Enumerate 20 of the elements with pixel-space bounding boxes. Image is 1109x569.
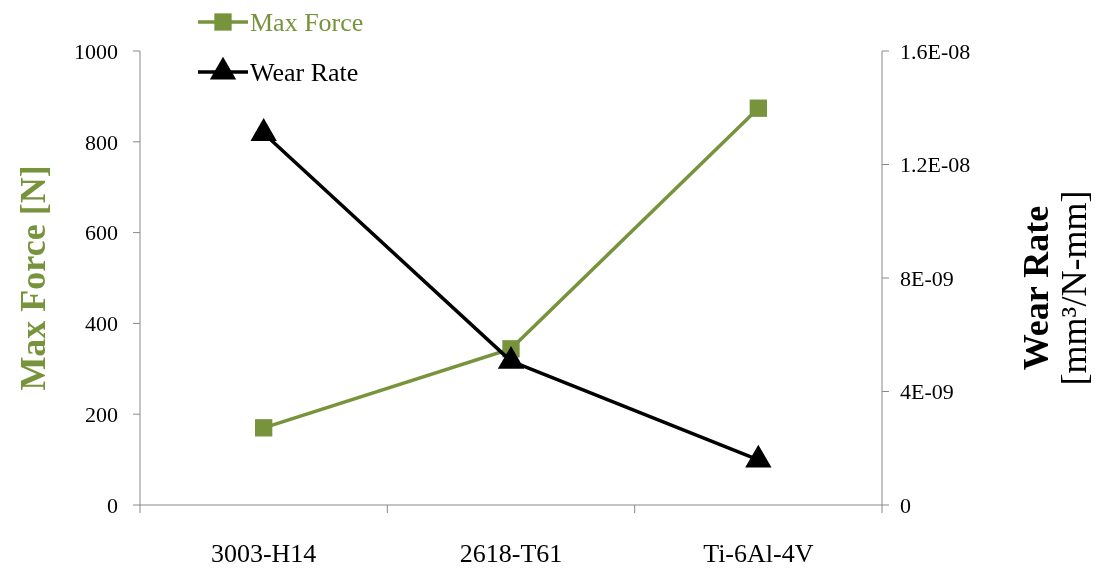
- y2-tick-label: 0: [900, 492, 911, 518]
- y-tick-label: 1000: [74, 38, 118, 64]
- legend-label: Max Force: [250, 8, 364, 38]
- y-axis-title: Max Force [N]: [13, 165, 53, 391]
- y-tick-label: 600: [85, 220, 118, 246]
- x-tick-label: 2618-T61: [459, 539, 563, 568]
- y2-tick-label: 8E-09: [900, 265, 954, 291]
- y2-tick-label: 1.2E-08: [900, 152, 971, 178]
- y2-axis-title: Wear Rate [mm³/N-mm]: [1016, 190, 1094, 386]
- y2-tick-label: 4E-09: [900, 379, 954, 405]
- point: [255, 419, 273, 437]
- y2-tick-label: 1.6E-08: [900, 38, 971, 64]
- y-tick-label: 200: [85, 401, 118, 427]
- y-tick-label: 0: [107, 492, 118, 518]
- x-tick-label: Ti-6Al-4V: [703, 539, 814, 568]
- legend-label: Wear Rate: [250, 58, 359, 88]
- point: [749, 99, 767, 117]
- x-tick-label: 3003-H14: [210, 539, 317, 568]
- y-tick-label: 400: [85, 311, 118, 337]
- y-tick-label: 800: [85, 129, 118, 155]
